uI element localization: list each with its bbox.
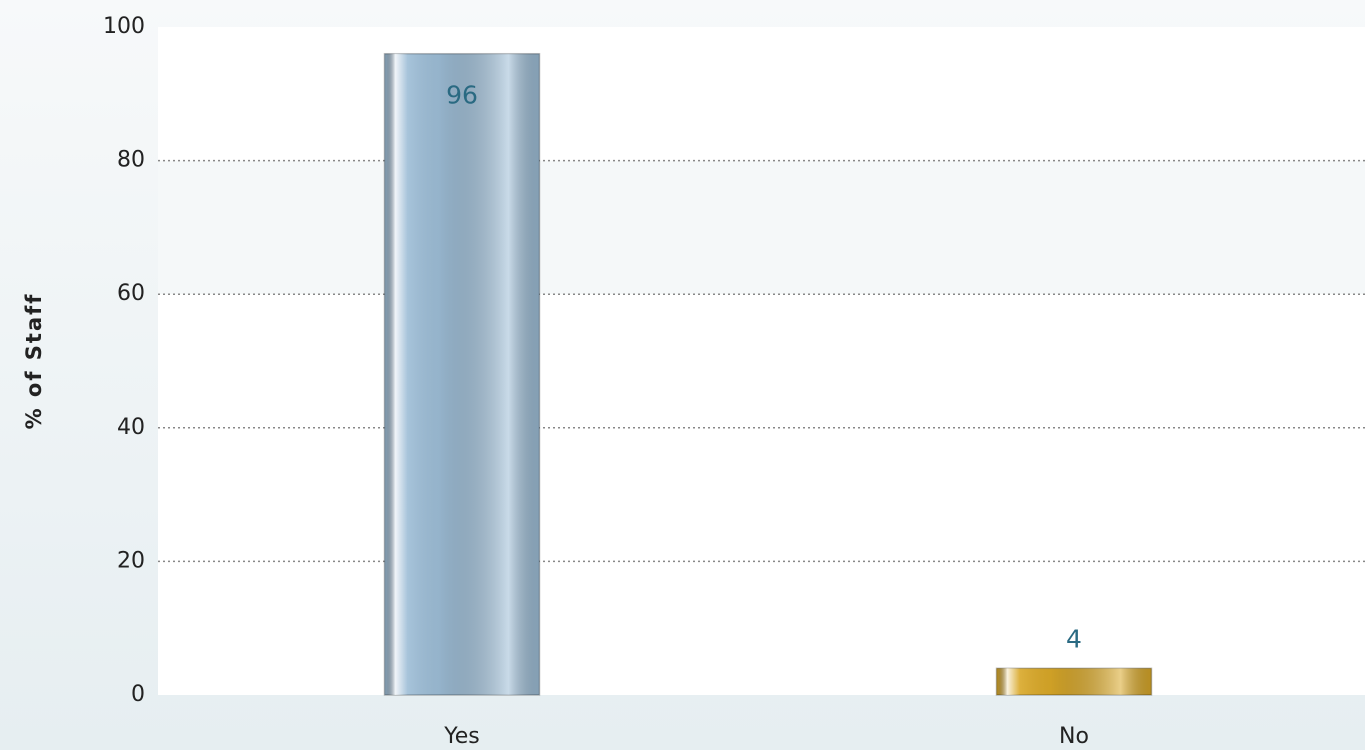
y-tick-label: 80 (117, 148, 145, 173)
x-tick-label: Yes (443, 724, 480, 749)
value-label: 96 (446, 81, 478, 110)
bar-gloss (384, 53, 540, 696)
bar-gloss (996, 668, 1152, 695)
y-axis-label: % of Staff (22, 293, 46, 430)
x-tick-label: No (1059, 724, 1089, 749)
y-tick-label: 20 (117, 548, 145, 573)
y-tick-label: 0 (131, 682, 145, 707)
value-label: 4 (1066, 624, 1082, 653)
plot-area (158, 27, 1365, 695)
y-tick-label: 40 (117, 415, 145, 440)
plot-band (158, 160, 1365, 295)
y-tick-label: 100 (103, 14, 145, 39)
y-tick-label: 60 (117, 281, 145, 306)
